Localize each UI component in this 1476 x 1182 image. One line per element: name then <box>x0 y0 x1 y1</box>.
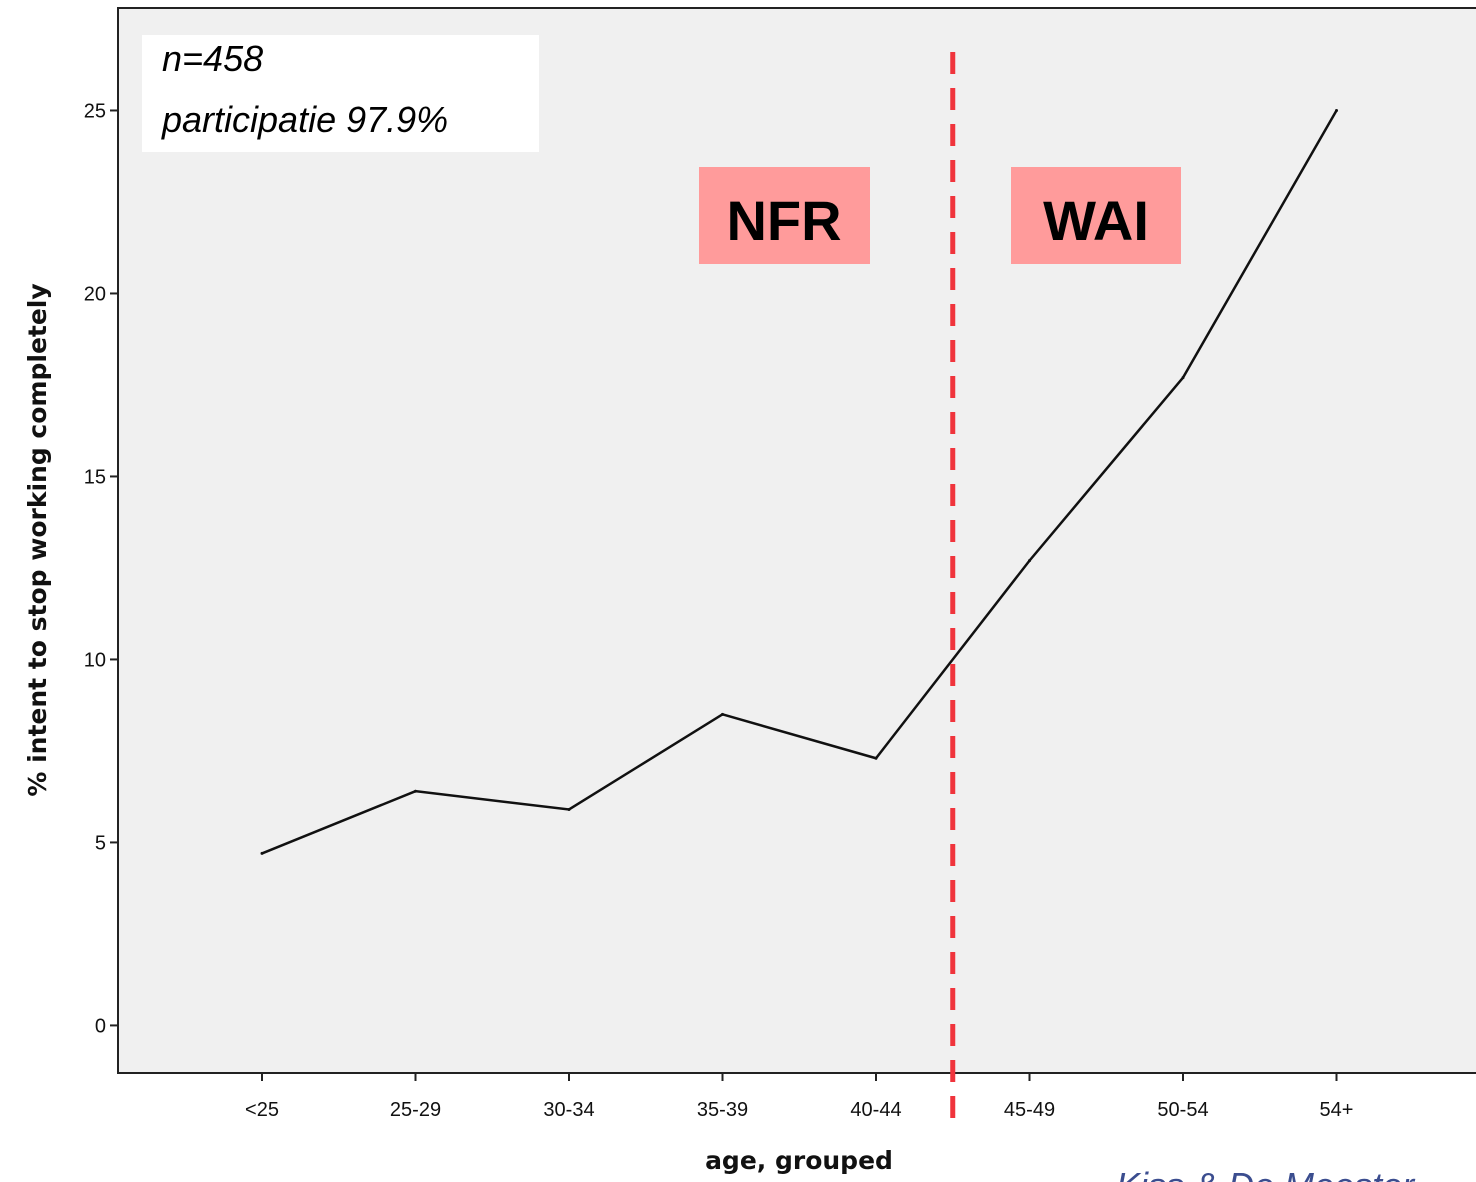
data-point <box>260 851 264 855</box>
nfr-label: NFR <box>726 189 841 252</box>
note-box <box>142 35 539 152</box>
data-point <box>567 807 571 811</box>
nfr-label-box <box>699 167 870 264</box>
y-tick-label: 0 <box>95 1015 106 1037</box>
data-line <box>261 109 1338 855</box>
y-tick-label: 25 <box>84 100 106 122</box>
x-tick-label: <25 <box>245 1099 279 1121</box>
y-tick-label: 10 <box>84 649 106 671</box>
y-axis: 0 5 10 15 20 25 <box>84 100 118 1037</box>
data-point <box>1181 376 1185 380</box>
x-tick-label: 54+ <box>1320 1099 1354 1121</box>
wai-label: WAI <box>1043 189 1149 252</box>
x-axis: <25 25-29 30-34 35-39 40-44 45-49 50-54 54+ <box>245 1073 1353 1121</box>
y-axis-title: % intent to stop working completely <box>23 283 52 796</box>
participation-note: participatie 97.9% <box>161 99 448 140</box>
x-tick-label: 25-29 <box>390 1099 441 1121</box>
data-point <box>414 789 417 793</box>
data-point <box>874 756 878 760</box>
data-point <box>1028 559 1031 563</box>
y-tick-label: 15 <box>84 466 106 488</box>
x-tick-label: 45-49 <box>1004 1099 1055 1121</box>
credit-text: Kiss & De Meester <box>1116 1165 1416 1182</box>
sample-size-note: n=458 <box>162 38 263 79</box>
y-tick-label: 20 <box>84 283 106 305</box>
wai-label-box <box>1011 167 1181 264</box>
x-tick-label: 35-39 <box>697 1099 748 1121</box>
data-point <box>721 712 724 716</box>
x-axis-title: age, grouped <box>705 1146 893 1175</box>
x-tick-label: 40-44 <box>850 1099 901 1121</box>
data-point <box>1335 108 1338 112</box>
series <box>260 108 1338 855</box>
y-tick-label: 5 <box>95 832 106 854</box>
x-tick-label: 50-54 <box>1157 1099 1208 1121</box>
x-tick-label: 30-34 <box>543 1099 594 1121</box>
